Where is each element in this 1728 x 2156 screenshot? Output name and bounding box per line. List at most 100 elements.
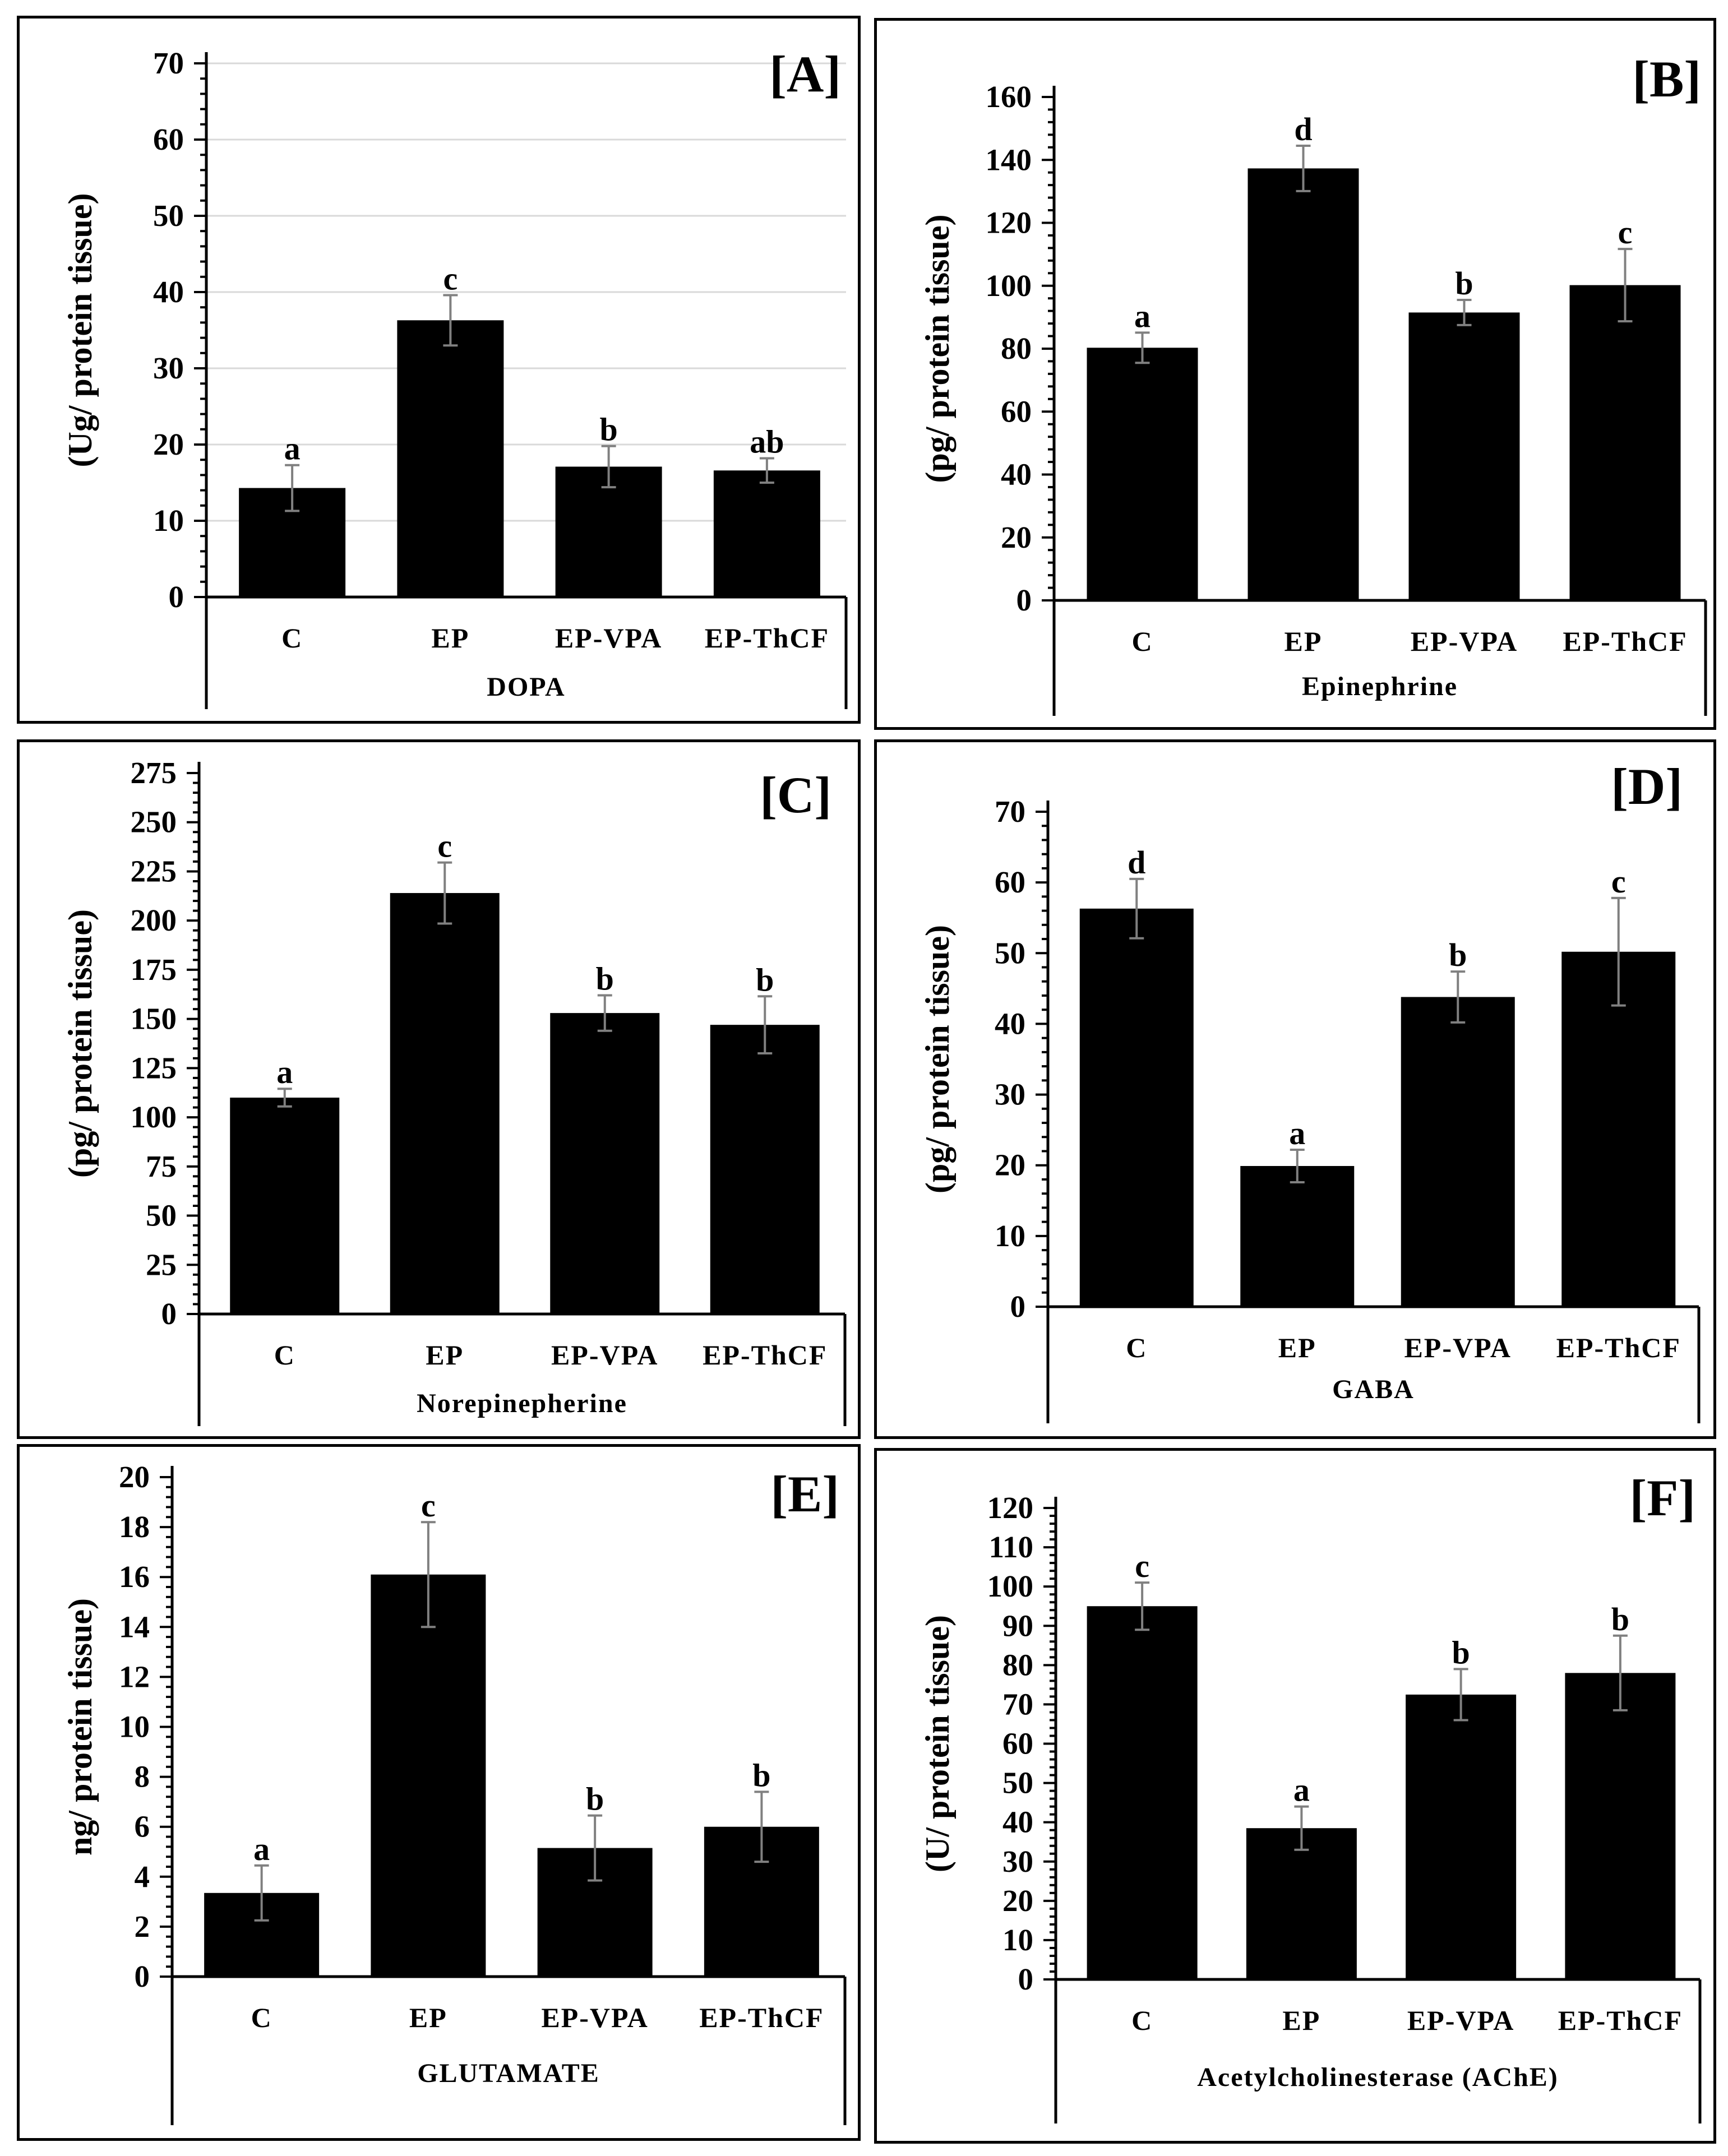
significance-letter: c xyxy=(443,260,458,297)
significance-letter: a xyxy=(253,1831,270,1867)
y-tick-label: 40 xyxy=(153,275,184,309)
significance-letter: a xyxy=(276,1054,293,1090)
y-tick-label: 40 xyxy=(1001,457,1032,492)
bar-ep-vpa xyxy=(1406,1694,1517,1979)
y-tick-label: 75 xyxy=(146,1149,177,1183)
bar-ep-vpa xyxy=(550,1013,660,1314)
significance-letter: a xyxy=(1134,298,1151,334)
significance-letter: d xyxy=(1294,111,1312,147)
y-tick-label: 120 xyxy=(987,1491,1034,1525)
y-tick-label: 40 xyxy=(1002,1805,1033,1839)
bar-ep xyxy=(397,320,504,597)
significance-letter: a xyxy=(1289,1115,1305,1151)
y-tick-label: 60 xyxy=(1001,394,1032,428)
y-tick-label: 20 xyxy=(119,1460,150,1494)
significance-letter: c xyxy=(437,828,452,864)
significance-letter: c xyxy=(1135,1548,1149,1584)
y-tick-label: 10 xyxy=(153,503,184,538)
bar-ep-thcf xyxy=(710,1025,820,1314)
y-tick-label: 60 xyxy=(1002,1727,1033,1761)
x-tick-label: EP-ThCF xyxy=(1558,2005,1683,2036)
panel-label: [C] xyxy=(760,766,831,823)
panel-label: [F] xyxy=(1630,1469,1695,1526)
chart-svg: 0 2 4 6 8 10 12 14 16 18 20 a Cc EP b EP-VPA b EP-ThCF GLU… xyxy=(62,1460,847,2125)
y-tick-label: 0 xyxy=(1018,1962,1034,1996)
bar-c xyxy=(1079,908,1194,1307)
x-axis-title: Acetylcholinesterase (AChE) xyxy=(1197,2062,1559,2092)
y-tick-label: 20 xyxy=(153,427,184,461)
significance-letter: b xyxy=(599,411,617,448)
y-axis-title: (pg/ protein tissue) xyxy=(919,925,956,1193)
y-tick-label: 8 xyxy=(135,1760,150,1794)
bar-ep-thcf xyxy=(1569,285,1681,600)
x-tick-label: C xyxy=(1131,626,1153,657)
x-tick-label: EP-ThCF xyxy=(1556,1332,1681,1363)
chart-svg: 0 20 40 60 80 100 120 140 160 a Cd EP b EP-VPA c EP-ThC… xyxy=(919,50,1707,716)
panel-label: [E] xyxy=(770,1465,839,1523)
y-tick-label: 50 xyxy=(153,198,184,233)
x-tick-label: EP xyxy=(1285,626,1323,657)
x-axis-title: GLUTAMATE xyxy=(417,2058,600,2088)
y-tick-label: 90 xyxy=(1002,1608,1033,1643)
y-tick-label: 160 xyxy=(986,80,1032,114)
x-tick-label: EP xyxy=(409,2002,447,2033)
panel-label: [B] xyxy=(1632,50,1701,108)
x-tick-label: C xyxy=(1126,1332,1147,1363)
y-tick-label: 175 xyxy=(131,952,177,987)
y-tick-label: 200 xyxy=(131,903,177,937)
x-tick-label: C xyxy=(251,2002,272,2033)
y-tick-label: 30 xyxy=(153,351,184,385)
bar-ep-thcf xyxy=(1565,1673,1676,1979)
chart-svg: 0 10 20 30 40 50 60 70 a Cc EP b EP-VPA ab EP-ThCF DOPA… xyxy=(62,45,848,709)
x-axis-title: Norepinepherine xyxy=(417,1389,627,1418)
bar-ep-vpa xyxy=(1401,997,1515,1307)
y-tick-label: 10 xyxy=(1002,1923,1033,1957)
y-tick-label: 225 xyxy=(131,854,177,888)
y-tick-label: 120 xyxy=(986,206,1032,240)
significance-letter: ab xyxy=(750,423,784,460)
bar-ep xyxy=(1246,1828,1357,1979)
significance-letter: c xyxy=(1611,863,1626,900)
significance-letter: b xyxy=(1449,937,1467,973)
bar-ep xyxy=(1240,1165,1355,1307)
x-tick-label: C xyxy=(274,1339,295,1371)
significance-letter: b xyxy=(752,1757,770,1793)
chart-svg: 0 10 20 30 40 50 60 70 d Ca EP b EP-VPA c EP-ThCF GABA (… xyxy=(919,758,1701,1423)
y-tick-label: 100 xyxy=(986,269,1032,303)
x-tick-label: EP xyxy=(431,622,469,654)
y-tick-label: 80 xyxy=(1002,1648,1033,1682)
bar-c xyxy=(230,1098,340,1314)
bar-ep xyxy=(1248,168,1359,600)
x-tick-label: EP-VPA xyxy=(1407,2005,1515,2036)
y-tick-label: 250 xyxy=(131,805,177,839)
y-tick-label: 0 xyxy=(161,1297,177,1331)
x-tick-label: EP-ThCF xyxy=(699,2002,824,2033)
y-axis-title: ng/ protein tissue) xyxy=(62,1598,99,1856)
x-tick-label: EP xyxy=(426,1339,464,1371)
x-tick-label: EP-ThCF xyxy=(703,1339,827,1371)
y-tick-label: 275 xyxy=(131,756,177,790)
y-tick-label: 25 xyxy=(146,1247,177,1281)
y-tick-label: 150 xyxy=(131,1002,177,1036)
y-tick-label: 12 xyxy=(119,1659,150,1694)
x-tick-label: C xyxy=(1131,2005,1153,2036)
y-tick-label: 2 xyxy=(135,1909,150,1944)
y-axis-title: (Ug/ protein tissue) xyxy=(62,193,99,468)
panel-label: [A] xyxy=(769,45,841,103)
significance-letter: b xyxy=(1452,1634,1470,1671)
bar-ep-thcf xyxy=(1561,951,1676,1307)
x-tick-label: EP xyxy=(1282,2005,1320,2036)
y-tick-label: 70 xyxy=(153,46,184,80)
x-axis-title: DOPA xyxy=(487,672,565,702)
y-tick-label: 60 xyxy=(995,865,1025,899)
chart-svg: 0 10 20 30 40 50 60 70 80 90 100 110 120 c Ca EP b EP-VPA… xyxy=(919,1469,1702,2123)
y-tick-label: 20 xyxy=(1001,520,1032,554)
y-tick-label: 0 xyxy=(169,580,184,614)
y-tick-label: 10 xyxy=(995,1219,1025,1253)
y-axis-title: (pg/ protein tissue) xyxy=(62,909,99,1178)
bar-ep xyxy=(390,893,500,1314)
y-tick-label: 4 xyxy=(135,1859,150,1894)
